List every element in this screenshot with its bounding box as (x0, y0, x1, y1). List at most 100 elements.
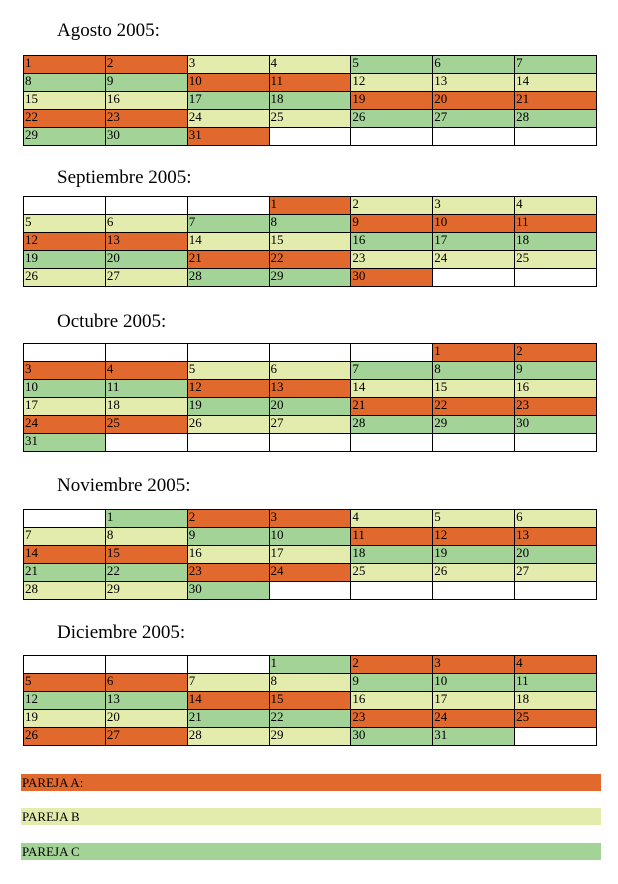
month-title-agosto: Agosto 2005: (57, 20, 160, 41)
calendar-week-row: 24 25 26 27 28 29 30 (23, 415, 597, 434)
day-cell: 9 (514, 361, 597, 380)
day-cell: 30 (514, 415, 597, 434)
day-cell: 6 (268, 361, 352, 380)
calendar-week-row: 5 6 7 8 9 10 11 (23, 673, 597, 692)
day-cell: 3 (268, 509, 352, 528)
day-cell: 29 (104, 581, 188, 600)
day-cell: 22 (268, 250, 352, 269)
day-cell: 20 (104, 709, 188, 728)
day-cell: 17 (268, 545, 352, 564)
day-cell: 12 (186, 379, 270, 398)
day-cell: 8 (432, 361, 516, 380)
day-cell: 24 (23, 415, 106, 434)
day-cell: 19 (23, 709, 106, 728)
day-cell: 21 (186, 709, 270, 728)
day-cell: 26 (23, 727, 106, 746)
day-cell: 30 (350, 727, 434, 746)
day-cell: 7 (186, 214, 270, 233)
day-cell: 20 (104, 250, 188, 269)
day-cell: 22 (104, 563, 188, 582)
day-cell: 16 (514, 379, 597, 398)
empty-cell (350, 343, 434, 362)
day-cell: 16 (186, 545, 270, 564)
empty-cell (23, 196, 106, 215)
empty-cell (104, 343, 188, 362)
day-cell: 5 (23, 673, 106, 692)
day-cell: 13 (432, 73, 516, 92)
empty-cell (104, 655, 188, 674)
day-cell: 9 (350, 673, 434, 692)
day-cell: 5 (432, 509, 516, 528)
calendar-week-row: 15 16 17 18 19 20 21 (23, 91, 597, 110)
day-cell: 11 (514, 673, 597, 692)
day-cell: 8 (104, 527, 188, 546)
day-cell: 4 (514, 655, 597, 674)
day-cell: 20 (514, 545, 597, 564)
day-cell: 17 (432, 232, 516, 251)
day-cell: 31 (186, 127, 270, 146)
calendar-week-row: 10 11 12 13 14 15 16 (23, 379, 597, 398)
day-cell: 22 (432, 397, 516, 416)
empty-cell (268, 127, 352, 146)
day-cell: 4 (268, 55, 352, 74)
day-cell: 27 (104, 727, 188, 746)
day-cell: 27 (432, 109, 516, 128)
day-cell: 28 (514, 109, 597, 128)
empty-cell (432, 433, 516, 452)
empty-cell (23, 655, 106, 674)
calendar-week-row: 7 8 9 10 11 12 13 (23, 527, 597, 546)
day-cell: 4 (104, 361, 188, 380)
day-cell: 7 (186, 673, 270, 692)
calendar-week-row: 31 (23, 433, 597, 452)
day-cell: 26 (23, 268, 106, 287)
day-cell: 26 (350, 109, 434, 128)
empty-cell (23, 509, 106, 528)
day-cell: 23 (514, 397, 597, 416)
empty-cell (104, 196, 188, 215)
empty-cell (514, 727, 597, 746)
day-cell: 8 (23, 73, 106, 92)
day-cell: 7 (514, 55, 597, 74)
calendar-week-row: 12 13 14 15 16 17 18 (23, 232, 597, 251)
day-cell: 29 (268, 268, 352, 287)
day-cell: 23 (186, 563, 270, 582)
legend-label: PAREJA B (22, 809, 80, 824)
day-cell: 16 (104, 91, 188, 110)
day-cell: 5 (23, 214, 106, 233)
day-cell: 29 (23, 127, 106, 146)
day-cell: 28 (350, 415, 434, 434)
empty-cell (268, 581, 352, 600)
day-cell: 20 (268, 397, 352, 416)
calendar-week-row: 17 18 19 20 21 22 23 (23, 397, 597, 416)
calendar-week-row: 26 27 28 29 30 (23, 268, 597, 287)
empty-cell (432, 581, 516, 600)
day-cell: 23 (350, 709, 434, 728)
empty-cell (432, 127, 516, 146)
day-cell: 24 (432, 709, 516, 728)
day-cell: 12 (23, 232, 106, 251)
calendar-agosto: 1 2 3 4 5 6 7 8 9 10 11 12 13 14 15 16 17 18 19 20 21 22 23 24 2… (23, 55, 597, 146)
day-cell: 25 (514, 709, 597, 728)
day-cell: 8 (268, 673, 352, 692)
day-cell: 15 (432, 379, 516, 398)
day-cell: 8 (268, 214, 352, 233)
empty-cell (514, 268, 597, 287)
day-cell: 14 (350, 379, 434, 398)
day-cell: 4 (350, 509, 434, 528)
day-cell: 20 (432, 91, 516, 110)
month-title-septiembre: Septiembre 2005: (57, 167, 192, 188)
day-cell: 3 (432, 655, 516, 674)
day-cell: 21 (514, 91, 597, 110)
calendar-week-row: 29 30 31 (23, 127, 597, 146)
calendar-week-row: 14 15 16 17 18 19 20 (23, 545, 597, 564)
calendar-week-row: 5 6 7 8 9 10 11 (23, 214, 597, 233)
day-cell: 26 (186, 415, 270, 434)
calendar-week-row: 19 20 21 22 23 24 25 (23, 250, 597, 269)
day-cell: 19 (23, 250, 106, 269)
empty-cell (186, 655, 270, 674)
day-cell: 10 (23, 379, 106, 398)
day-cell: 25 (104, 415, 188, 434)
